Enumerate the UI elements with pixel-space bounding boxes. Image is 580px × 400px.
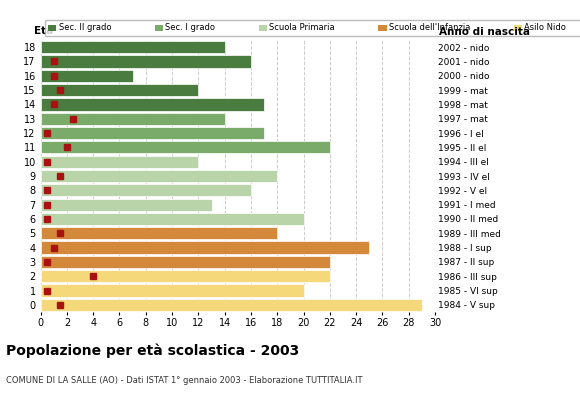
Bar [41,284,303,297]
Bar [41,98,264,110]
Legend: Sec. II grado, Sec. I grado, Scuola Primaria, Scuola dell'Infanzia, Asilo Nido, : Sec. II grado, Sec. I grado, Scuola Prim… [45,20,580,36]
Bar [41,70,133,82]
Bar [41,270,330,282]
Text: Età: Età [34,26,53,36]
Bar [41,256,330,268]
Bar [41,84,198,96]
Bar [41,156,198,168]
Bar [41,170,277,182]
Bar [41,141,330,154]
Text: Anno di nascita: Anno di nascita [439,27,530,37]
Bar [41,242,369,254]
Text: Popolazione per età scolastica - 2003: Popolazione per età scolastica - 2003 [6,344,299,358]
Bar [41,41,224,53]
Bar [41,184,251,196]
Bar [41,113,224,125]
Bar [41,299,422,311]
Bar [41,227,277,239]
Bar [41,198,212,211]
Bar [41,213,303,225]
Bar [41,55,251,68]
Text: COMUNE DI LA SALLE (AO) - Dati ISTAT 1° gennaio 2003 - Elaborazione TUTTITALIA.I: COMUNE DI LA SALLE (AO) - Dati ISTAT 1° … [6,376,362,385]
Bar [41,127,264,139]
